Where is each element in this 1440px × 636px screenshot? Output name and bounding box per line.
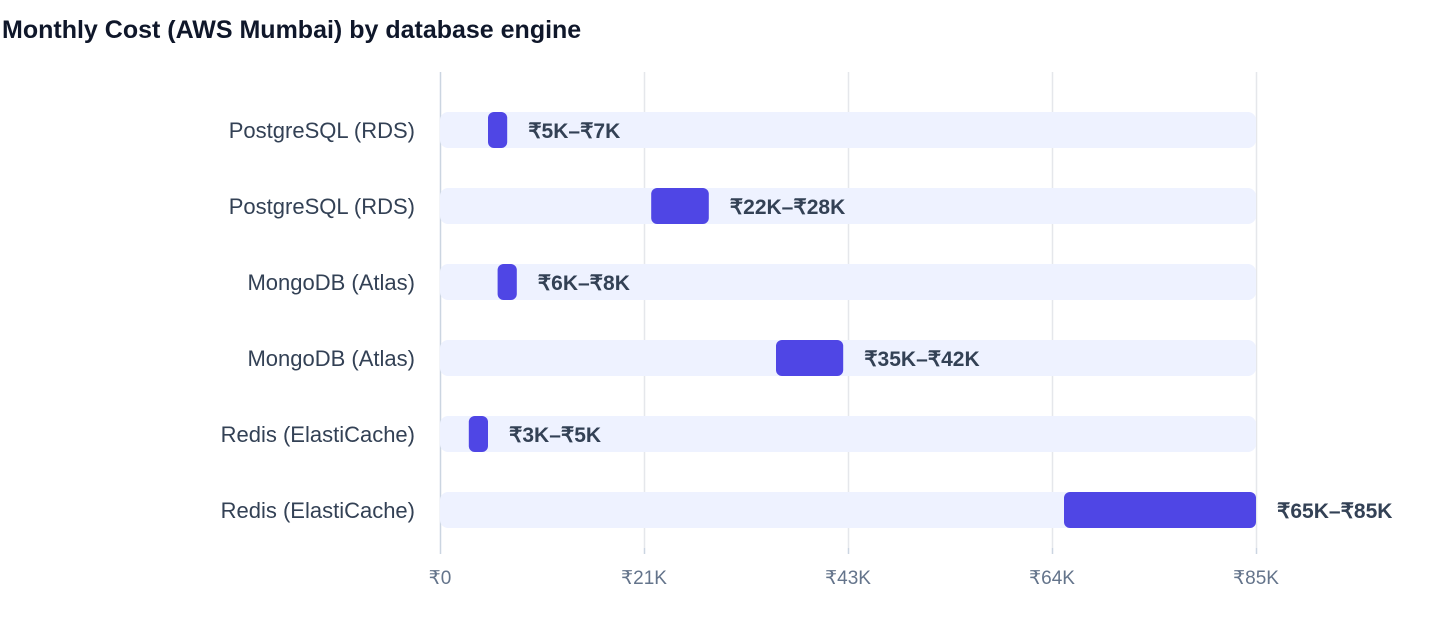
- bar-track: [440, 492, 1256, 528]
- category-label: MongoDB (Atlas): [247, 346, 415, 371]
- bar-track: [440, 112, 1256, 148]
- bar-track: [440, 264, 1256, 300]
- x-axis: ₹0 ₹21K ₹43K ₹64K ₹85K: [429, 548, 1279, 589]
- range-bar: [1064, 492, 1256, 528]
- x-tick-label: ₹64K: [1029, 568, 1075, 589]
- value-label: ₹22K–₹28K: [730, 196, 845, 219]
- x-tick-label: ₹0: [429, 568, 452, 589]
- value-label: ₹65K–₹85K: [1277, 500, 1392, 523]
- bar-track: [440, 416, 1256, 452]
- category-labels: PostgreSQL (RDS) PostgreSQL (RDS) MongoDB …: [221, 118, 415, 523]
- range-bar: [468, 416, 488, 452]
- bar-track: [440, 340, 1256, 376]
- range-bar: [651, 188, 709, 224]
- range-bar: [488, 112, 508, 148]
- value-labels: ₹5K–₹7K ₹22K–₹28K ₹6K–₹8K ₹35K–₹42K ₹3K–₹5K ₹…: [509, 120, 1392, 523]
- x-tick-label: ₹43K: [825, 568, 871, 589]
- category-label: MongoDB (Atlas): [247, 270, 415, 295]
- value-label: ₹35K–₹42K: [864, 348, 979, 371]
- bar-track: [440, 188, 1256, 224]
- x-tick-label: ₹21K: [621, 568, 667, 589]
- range-bar: [776, 340, 844, 376]
- category-label: Redis (ElastiCache): [221, 422, 415, 447]
- value-label: ₹3K–₹5K: [509, 424, 601, 447]
- category-label: PostgreSQL (RDS): [229, 194, 415, 219]
- gridlines: [439, 72, 1258, 548]
- x-tick-label: ₹85K: [1233, 568, 1279, 589]
- category-label: Redis (ElastiCache): [221, 498, 415, 523]
- value-label: ₹5K–₹7K: [528, 120, 620, 143]
- chart-title: Monthly Cost (AWS Mumbai) by database en…: [2, 16, 582, 44]
- range-bars: [468, 112, 1256, 528]
- range-bar: [497, 264, 517, 300]
- value-label: ₹6K–₹8K: [538, 272, 630, 295]
- background-tracks: [440, 112, 1256, 528]
- category-label: PostgreSQL (RDS): [229, 118, 415, 143]
